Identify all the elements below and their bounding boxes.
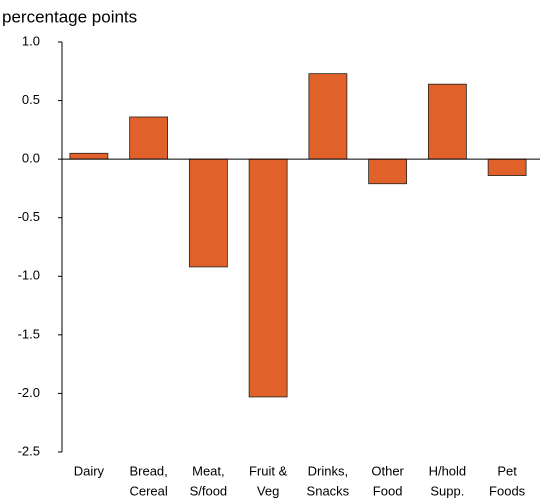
- x-tick-label: Drinks,: [308, 463, 348, 478]
- x-tick-label: Meat,: [192, 463, 225, 478]
- x-tick-label: H/hold: [429, 463, 467, 478]
- y-tick-label: 0.5: [22, 92, 40, 107]
- bar: [368, 158, 408, 185]
- x-tick-label: S/food: [190, 483, 228, 498]
- bar: [487, 158, 527, 176]
- y-tick-label: 1.0: [22, 33, 40, 48]
- x-tick-label: Snacks: [307, 483, 350, 498]
- x-tick-label: Bread,: [129, 463, 167, 478]
- y-tick-label: -1.5: [18, 326, 40, 341]
- bar: [188, 158, 228, 268]
- x-tick-label: Pet: [497, 463, 517, 478]
- x-tick-label: Food: [373, 483, 403, 498]
- x-tick-label: Dairy: [74, 463, 105, 478]
- x-tick-label: Supp.: [430, 483, 464, 498]
- y-tick-label: -2.0: [18, 385, 40, 400]
- y-tick-label: -1.0: [18, 268, 40, 283]
- bar: [308, 73, 348, 160]
- bar: [427, 83, 467, 160]
- x-tick-label: Fruit &: [249, 463, 288, 478]
- bar: [129, 116, 169, 160]
- x-tick-label: Cereal: [129, 483, 167, 498]
- x-tick-label: Veg: [257, 483, 279, 498]
- y-tick-label: -2.5: [18, 443, 40, 458]
- y-tick-label: -0.5: [18, 209, 40, 224]
- x-tick-label: Other: [371, 463, 404, 478]
- y-tick-label: 0.0: [22, 151, 40, 166]
- bar: [248, 158, 288, 398]
- x-tick-label: Foods: [489, 483, 526, 498]
- bar: [69, 152, 109, 160]
- chart-title: percentage points: [2, 7, 137, 26]
